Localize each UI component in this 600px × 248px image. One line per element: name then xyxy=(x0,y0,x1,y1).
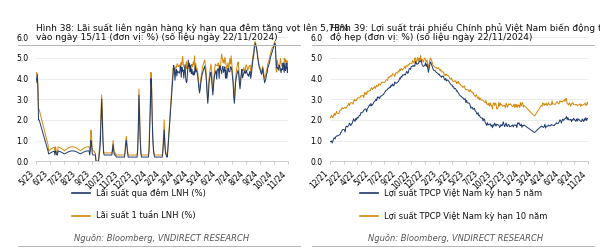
Text: Lợi suất TPCP Việt Nam kỳ hạn 5 năm: Lợi suất TPCP Việt Nam kỳ hạn 5 năm xyxy=(384,189,542,198)
Text: Lợi suất TPCP Việt Nam kỳ hạn 10 năm: Lợi suất TPCP Việt Nam kỳ hạn 10 năm xyxy=(384,211,547,220)
Text: độ hẹp (đơn vị: %) (số liệu ngày 22/11/2024): độ hẹp (đơn vị: %) (số liệu ngày 22/11/2… xyxy=(330,33,532,42)
Text: Lãi suất qua đêm LNH (%): Lãi suất qua đêm LNH (%) xyxy=(96,189,206,198)
Text: Lãi suất 1 tuần LNH (%): Lãi suất 1 tuần LNH (%) xyxy=(96,211,196,220)
Text: Nguồn: Bloomberg, VNDIRECT RESEARCH: Nguồn: Bloomberg, VNDIRECT RESEARCH xyxy=(74,233,250,243)
Text: vào ngày 15/11 (đơn vị: %) (số liệu ngày 22/11/2024): vào ngày 15/11 (đơn vị: %) (số liệu ngày… xyxy=(36,33,278,42)
Text: Nguồn: Bloomberg, VNDIRECT RESEARCH: Nguồn: Bloomberg, VNDIRECT RESEARCH xyxy=(368,233,544,243)
Text: Hình 39: Lợi suất trái phiếu Chính phủ Việt Nam biến động trong biên: Hình 39: Lợi suất trái phiếu Chính phủ V… xyxy=(330,24,600,33)
Text: Hình 38: Lãi suất liên ngân hàng kỳ hạn qua đêm tăng vọt lên 5,78%: Hình 38: Lãi suất liên ngân hàng kỳ hạn … xyxy=(36,24,349,33)
